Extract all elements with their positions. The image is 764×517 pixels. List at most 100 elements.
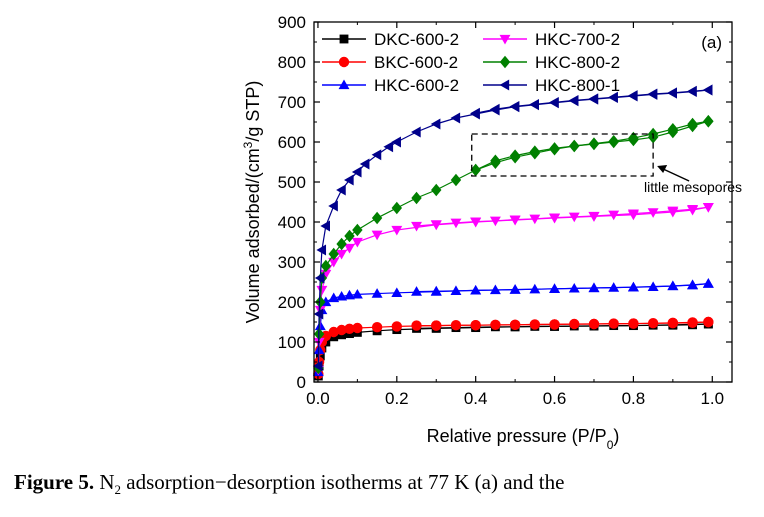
- data-point-hkc-800-1-adsorption: [312, 360, 323, 372]
- data-point-hkc-800-2-desorption: [667, 122, 679, 136]
- caption-subscript: 2: [114, 482, 122, 498]
- data-point-hkc-800-1-adsorption: [411, 126, 421, 138]
- y-axis-label: Volume adsorbed/(cm3/g STP): [241, 81, 263, 324]
- data-point-hkc-800-2-desorption: [687, 117, 698, 131]
- data-point-hkc-800-1-desorption: [702, 84, 713, 96]
- data-point-hkc-800-1-adsorption: [344, 174, 354, 186]
- data-point-bkc-600-2-adsorption: [344, 323, 355, 334]
- data-point-bkc-600-2-desorption: [687, 317, 698, 328]
- data-point-hkc-800-1-desorption: [549, 96, 559, 108]
- legend-marker-dkc-600-2: [339, 34, 349, 44]
- x-tick-label: 0.8: [622, 389, 646, 408]
- data-point-hkc-700-2-adsorption: [336, 249, 348, 260]
- x-axis-label: Relative pressure (P/P0): [427, 426, 620, 452]
- data-point-hkc-700-2-desorption: [529, 214, 541, 225]
- legend-label-hkc-700-2: HKC-700-2: [535, 30, 620, 49]
- data-point-hkc-800-1-adsorption: [316, 244, 327, 256]
- x-tick-label: 0.2: [385, 389, 409, 408]
- data-point-hkc-700-2-desorption: [430, 220, 442, 230]
- data-point-hkc-600-2-desorption: [529, 283, 541, 294]
- data-point-hkc-800-2-adsorption: [320, 259, 332, 273]
- data-point-hkc-600-2-adsorption: [344, 289, 355, 300]
- legend-label-hkc-800-1: HKC-800-1: [535, 76, 620, 95]
- data-point-hkc-800-1-adsorption: [383, 141, 394, 153]
- caption-label: Figure 5.: [14, 470, 95, 494]
- data-point-hkc-800-1-desorption: [470, 107, 480, 119]
- series-line-dkc-600-2-desorption: [416, 323, 709, 329]
- data-point-hkc-800-1-adsorption: [314, 272, 325, 284]
- annotations: little mesopores: [471, 133, 742, 195]
- panel-label: (a): [701, 33, 722, 52]
- data-point-hkc-800-2-adsorption: [344, 229, 355, 243]
- data-point-hkc-700-2-desorption: [647, 208, 659, 218]
- data-point-hkc-700-2-adsorption: [351, 237, 363, 248]
- data-point-hkc-800-2-adsorption: [352, 223, 363, 237]
- data-point-hkc-800-1-desorption: [489, 103, 500, 115]
- data-point-hkc-800-2-adsorption: [450, 173, 462, 187]
- data-point-hkc-800-2-desorption: [628, 131, 639, 145]
- data-point-hkc-800-2-adsorption: [411, 191, 422, 205]
- data-point-hkc-600-2-adsorption: [391, 287, 403, 297]
- data-point-hkc-700-2-desorption: [411, 221, 422, 232]
- x-tick-label: 0.6: [543, 389, 567, 408]
- data-point-hkc-600-2-adsorption: [371, 288, 383, 298]
- data-point-bkc-600-2-adsorption: [336, 324, 347, 336]
- data-point-hkc-600-2-adsorption: [336, 290, 348, 301]
- legend-marker-hkc-800-2: [499, 55, 511, 69]
- data-point-hkc-800-1-desorption: [647, 88, 658, 100]
- data-point-bkc-600-2-desorption: [569, 318, 580, 330]
- data-point-hkc-700-2-desorption: [667, 206, 679, 217]
- data-point-hkc-800-1-adsorption: [313, 308, 324, 320]
- y-tick-label: 500: [278, 173, 306, 192]
- data-point-hkc-800-1-adsorption: [359, 158, 370, 170]
- legend-marker-hkc-800-1: [499, 79, 510, 91]
- y-tick-label: 0: [297, 373, 306, 392]
- legend-label-dkc-600-2: DKC-600-2: [374, 30, 459, 49]
- y-tick-label: 400: [278, 213, 306, 232]
- data-point-bkc-600-2-desorption: [450, 320, 462, 331]
- data-point-bkc-600-2-adsorption: [371, 322, 383, 333]
- data-point-bkc-600-2-desorption: [490, 319, 501, 330]
- data-point-hkc-800-2-adsorption: [431, 183, 442, 197]
- data-point-hkc-700-2-desorption: [568, 212, 580, 223]
- data-point-bkc-600-2-adsorption: [328, 326, 339, 338]
- data-point-hkc-700-2-adsorption: [344, 243, 355, 254]
- data-point-hkc-600-2-desorption: [667, 280, 679, 291]
- data-point-hkc-800-1-adsorption: [371, 149, 382, 161]
- legend-label-hkc-600-2: HKC-600-2: [374, 76, 459, 95]
- data-point-hkc-800-1-adsorption: [430, 118, 441, 130]
- legend-marker-bkc-600-2: [338, 56, 350, 68]
- data-point-hkc-800-2-desorption: [529, 145, 541, 158]
- y-tick-label: 800: [278, 53, 306, 72]
- data-point-hkc-700-2-adsorption: [328, 257, 340, 268]
- data-point-bkc-600-2-adsorption: [391, 321, 403, 332]
- data-point-hkc-800-2-desorption: [703, 114, 714, 128]
- legend-label-hkc-800-2: HKC-800-2: [535, 53, 620, 72]
- data-point-bkc-600-2-desorption: [628, 318, 639, 329]
- data-point-hkc-800-2-desorption: [549, 142, 560, 155]
- data-point-hkc-600-2-desorption: [687, 279, 699, 289]
- data-point-hkc-600-2-desorption: [588, 282, 600, 293]
- data-point-hkc-700-2-desorption: [702, 203, 714, 213]
- legend-marker-hkc-700-2: [499, 34, 511, 45]
- data-point-hkc-800-1-adsorption: [336, 184, 346, 196]
- data-point-hkc-800-2-adsorption: [328, 247, 339, 261]
- data-point-bkc-600-2-desorption: [588, 318, 600, 330]
- data-point-hkc-700-2-desorption: [450, 218, 462, 229]
- series-line-bkc-600-2-desorption: [416, 321, 709, 327]
- annotation-label: little mesopores: [644, 179, 742, 195]
- data-point-hkc-600-2-adsorption: [328, 292, 340, 303]
- data-point-hkc-800-1-adsorption: [328, 200, 338, 212]
- data-point-hkc-800-1-desorption: [627, 90, 638, 102]
- data-point-hkc-800-1-adsorption: [450, 112, 461, 124]
- data-point-hkc-800-2-desorption: [588, 137, 600, 150]
- data-point-hkc-700-2-desorption: [489, 216, 501, 227]
- data-point-hkc-600-2-desorption: [647, 281, 659, 291]
- annotation-box: [471, 133, 654, 177]
- data-point-hkc-600-2-desorption: [411, 286, 422, 296]
- x-tick-label: 0.0: [306, 389, 330, 408]
- data-point-hkc-800-1-adsorption: [351, 166, 362, 178]
- data-point-hkc-600-2-desorption: [702, 278, 714, 288]
- series-line-hkc-600-2-desorption: [416, 283, 709, 293]
